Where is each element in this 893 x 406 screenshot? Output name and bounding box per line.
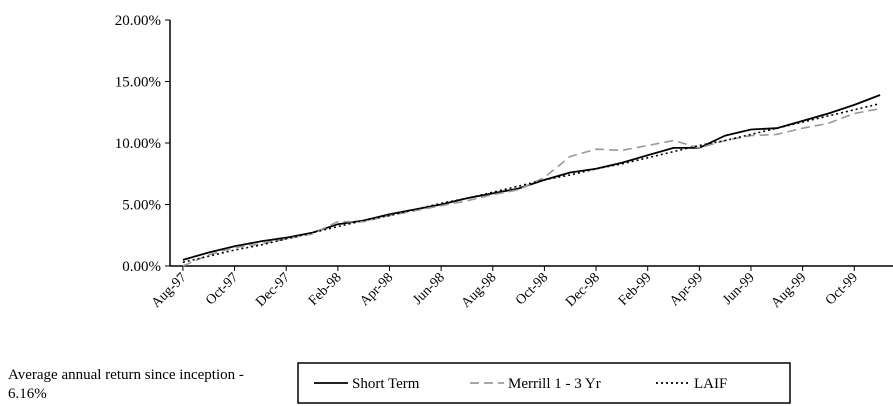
legend-label: Short Term	[352, 376, 420, 392]
x-tick-label: Feb-98	[306, 270, 345, 309]
x-tick-label: Feb-99	[616, 270, 655, 309]
note: Average annual return since inception - …	[8, 367, 244, 402]
legend-label: Merrill 1 - 3 Yr	[508, 376, 601, 392]
x-tick-label: Oct-97	[203, 270, 241, 308]
x-tick-label: Apr-99	[667, 270, 706, 309]
y-tick-label: 10.00%	[115, 136, 161, 152]
y-tick-label: 20.00%	[115, 13, 161, 29]
x-tick-label: Aug-97	[149, 270, 190, 311]
x-tick-label: Dec-97	[253, 270, 293, 310]
x-tick-label: Jun-99	[720, 270, 758, 308]
x-tick-label: Oct-98	[513, 270, 551, 308]
series-line	[182, 102, 881, 264]
x-tick-label: Dec-98	[563, 270, 603, 310]
x-tick-label: Aug-99	[769, 270, 810, 311]
legend-label: LAIF	[694, 376, 727, 392]
y-tick-label: 0.00%	[122, 259, 161, 275]
y-tick-label: 15.00%	[115, 75, 161, 91]
series-line	[182, 94, 881, 261]
x-tick-label: Apr-98	[357, 270, 396, 309]
x-tick-label: Aug-98	[459, 270, 500, 311]
x-tick-label: Oct-99	[823, 270, 861, 308]
series-line	[182, 107, 881, 267]
legend-box	[297, 362, 791, 404]
x-tick-label: Jun-98	[410, 270, 448, 308]
y-tick-label: 5.00%	[122, 198, 161, 214]
